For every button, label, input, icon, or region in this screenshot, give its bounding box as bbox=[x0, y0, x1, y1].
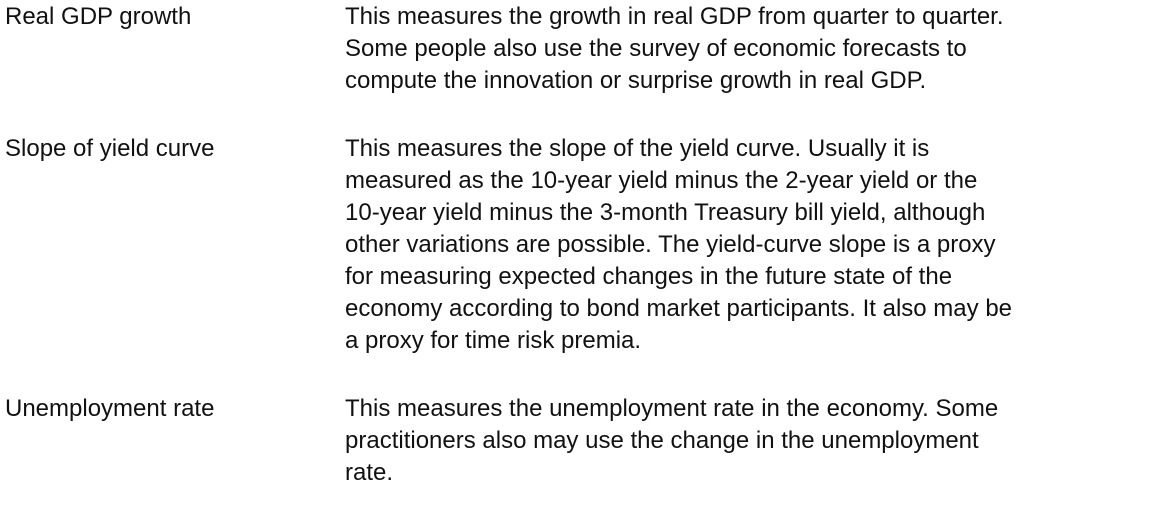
definition-text: This measures the slope of the yield cur… bbox=[345, 133, 1163, 357]
definition-line: Some people also use the survey of econo… bbox=[345, 35, 967, 62]
definition-line: practitioners also may use the change in… bbox=[345, 427, 979, 454]
term-label: Slope of yield curve bbox=[5, 135, 215, 162]
definition-line: This measures the growth in real GDP fro… bbox=[345, 3, 1004, 30]
definition-text: This measures the growth in real GDP fro… bbox=[345, 1, 1163, 97]
definition-line: other variations are possible. The yield… bbox=[345, 231, 996, 258]
definition-line: This measures the unemployment rate in t… bbox=[345, 395, 999, 422]
definition-line: This measures the slope of the yield cur… bbox=[345, 135, 930, 162]
term-label: Real GDP growth bbox=[5, 3, 192, 30]
definition-line: a proxy for time risk premia. bbox=[345, 327, 642, 354]
definition-line: measured as the 10-year yield minus the … bbox=[345, 167, 978, 194]
term-label: Unemployment rate bbox=[5, 395, 215, 422]
definition-line: rate. bbox=[345, 459, 394, 486]
definition-line: economy according to bond market partici… bbox=[345, 295, 1013, 322]
definition-line: for measuring expected changes in the fu… bbox=[345, 263, 953, 290]
definition-text: This measures the unemployment rate in t… bbox=[345, 393, 1163, 489]
definition-line: 10-year yield minus the 3-month Treasury… bbox=[345, 199, 986, 226]
definition-line: compute the innovation or surprise growt… bbox=[345, 67, 927, 94]
